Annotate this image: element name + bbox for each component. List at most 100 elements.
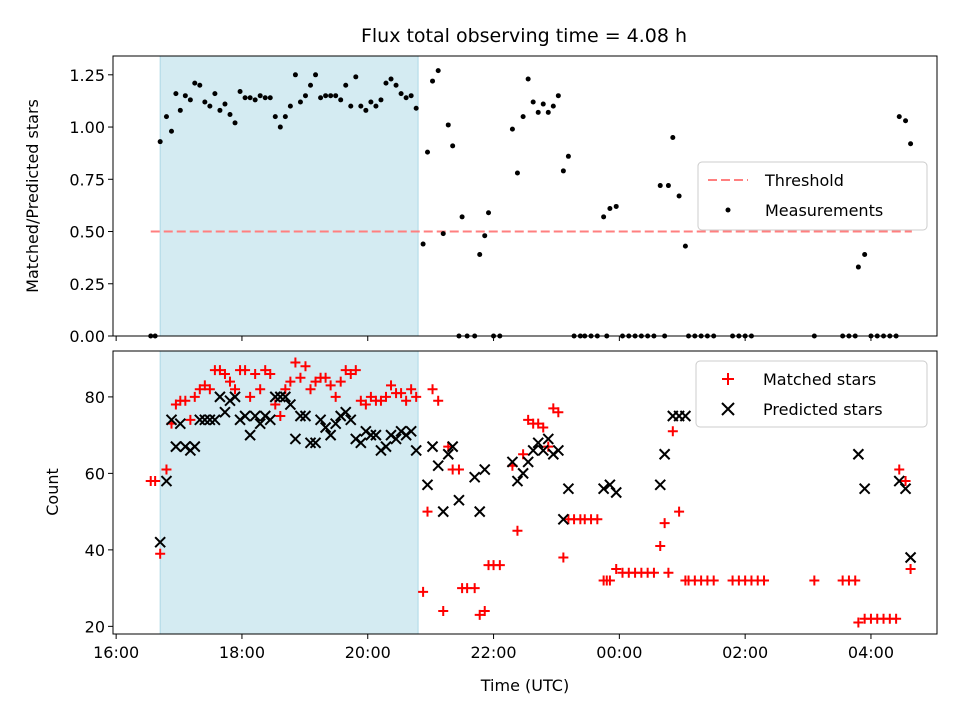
predicted-star-point — [209, 414, 221, 426]
measurement-point — [530, 99, 536, 105]
y-tick-label: 0.50 — [69, 223, 105, 242]
measurements-series — [148, 68, 914, 339]
measurement-point — [363, 107, 369, 113]
measurement-point — [486, 210, 492, 216]
measurement-point — [408, 93, 414, 99]
measurement-point — [565, 153, 571, 159]
y-tick-label: 0.75 — [69, 170, 105, 189]
ratio-panel: 0.00 0.25 0.50 0.75 1.00 1.25 Matched/Predict… — [23, 55, 938, 346]
measurement-point — [333, 93, 339, 99]
matched-star-point — [230, 384, 241, 395]
predicted-star-point — [421, 479, 434, 491]
matched-star-point — [150, 476, 161, 487]
measurement-point — [440, 231, 446, 237]
measurement-point — [903, 118, 909, 124]
measurement-point — [459, 214, 465, 220]
predicted-star-point — [610, 486, 622, 499]
predicted-star-point — [289, 433, 302, 445]
matched-star-point — [340, 365, 351, 376]
matched-star-point — [305, 384, 316, 395]
matched-star-point — [199, 380, 210, 391]
predicted-star-point — [552, 444, 565, 457]
predicted-star-point — [453, 494, 465, 506]
measurement-point — [202, 99, 208, 105]
predicted-star-point — [239, 410, 251, 422]
matched-star-point — [759, 575, 770, 586]
measurement-point — [368, 99, 374, 105]
measurement-point — [242, 95, 248, 101]
measurement-point — [262, 95, 268, 101]
matched-star-point — [655, 541, 666, 552]
matched-star-point — [265, 368, 276, 379]
measurement-point — [657, 183, 663, 189]
predicted-star-point — [532, 437, 544, 449]
predicted-star-point — [446, 440, 459, 453]
matched-star-point — [905, 563, 916, 574]
matched-stars-legend-label: Matched stars — [763, 370, 876, 389]
threshold-legend-label: Threshold — [764, 171, 844, 190]
x-tick-label: 22:00 — [470, 643, 516, 662]
y-tick-label: 60 — [85, 464, 105, 483]
matched-star-point — [494, 560, 505, 571]
predicted-star-point — [474, 505, 486, 518]
plot-frame — [112, 55, 938, 337]
matched-star-point — [433, 395, 444, 406]
matched-star-point — [255, 384, 266, 395]
y-tick-label: 0.25 — [69, 275, 105, 294]
measurement-point — [613, 203, 619, 209]
measurement-point — [227, 112, 233, 118]
predicted-star-point — [314, 414, 327, 426]
predicted-star-point — [365, 429, 377, 441]
matched-star-point — [553, 407, 564, 418]
measurement-point — [520, 114, 526, 120]
x-marker — [721, 402, 735, 416]
measurement-point — [450, 143, 456, 149]
predicted-star-point — [204, 414, 216, 426]
y-tick-label: 80 — [85, 388, 105, 407]
measurement-point — [607, 206, 613, 212]
matched-star-point — [260, 365, 271, 376]
matched-star-point — [365, 391, 376, 402]
predicted-star-point — [324, 429, 337, 441]
chart-title: Flux total observing time = 4.08 h — [361, 25, 687, 47]
measurements-legend-swatch — [725, 207, 731, 213]
y-tick-label: 1.25 — [69, 66, 105, 85]
matched-star-point — [214, 365, 225, 376]
matched-star-point — [219, 368, 230, 379]
matched-star-point — [295, 372, 306, 383]
matched-star-point — [250, 368, 261, 379]
matched-star-point — [245, 391, 256, 402]
measurement-point — [207, 103, 213, 109]
predicted-star-point — [319, 421, 332, 434]
predicted-stars-series — [154, 391, 917, 564]
x-tick-label: 16:00 — [93, 643, 139, 662]
measurement-point — [373, 103, 379, 109]
predicted-star-point — [284, 398, 297, 411]
measurement-point — [182, 93, 188, 99]
measurement-point — [168, 128, 174, 134]
matched-star-point — [891, 613, 902, 624]
measurement-point — [435, 68, 441, 74]
matched-star-point — [155, 548, 166, 559]
predicted-star-point — [254, 417, 266, 430]
measurement-point — [177, 107, 183, 113]
matched-star-point — [674, 506, 685, 517]
measurement-point — [323, 93, 329, 99]
matched-star-point — [189, 391, 200, 402]
measurement-point — [545, 109, 551, 115]
matched-star-point — [185, 414, 196, 425]
predicted-star-point — [522, 456, 534, 468]
matched-star-point — [360, 399, 371, 410]
measurement-point — [217, 107, 223, 113]
measurement-point — [555, 93, 561, 99]
matched-star-point — [345, 368, 356, 379]
ratio-legend-box — [697, 161, 928, 231]
predicted-star-point — [304, 437, 317, 449]
matched-star-point — [335, 376, 346, 387]
predicted-star-point — [189, 440, 201, 453]
predicted-star-point — [468, 471, 481, 483]
matched-star-point — [453, 464, 464, 475]
measurement-point — [430, 78, 436, 84]
predicted-star-point — [194, 414, 206, 426]
predicted-star-point — [279, 391, 292, 403]
